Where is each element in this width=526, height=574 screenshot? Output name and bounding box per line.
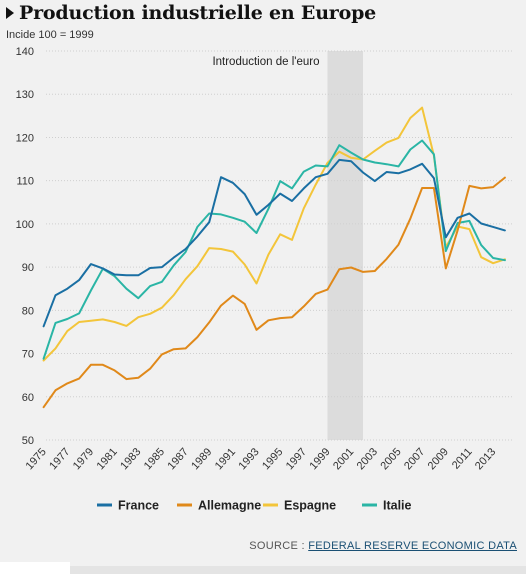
y-tick-label-80: 80	[22, 305, 34, 317]
source-prefix: SOURCE :	[249, 540, 309, 552]
x-tick-label-1975: 1975	[24, 446, 49, 472]
series-line-france	[42, 158, 506, 328]
source-link[interactable]: FEDERAL RESERVE ECONOMIC DATA	[308, 540, 517, 552]
y-tick-label-60: 60	[22, 392, 34, 404]
y-tick-label-110: 110	[16, 176, 34, 188]
y-tick-label-140: 140	[16, 46, 34, 58]
x-tick-label-2007: 2007	[402, 446, 427, 472]
x-tick-label-1997: 1997	[284, 446, 309, 472]
y-tick-label-70: 70	[22, 349, 34, 361]
legend-label-italie: Italie	[383, 499, 412, 513]
y-tick-label-50: 50	[22, 435, 34, 447]
x-tick-label-1993: 1993	[236, 446, 261, 472]
x-tick-label-1985: 1985	[142, 446, 167, 472]
series-line-allemagne	[42, 176, 506, 409]
chart-title: Production industrielle en Europe	[19, 2, 377, 24]
legend-label-allemagne: Allemagne	[198, 499, 261, 513]
x-tick-label-2001: 2001	[331, 446, 356, 472]
title-arrow-icon	[6, 7, 14, 19]
x-tick-label-1999: 1999	[307, 446, 332, 472]
source-note: SOURCE : FEDERAL RESERVE ECONOMIC DATA	[249, 540, 517, 552]
y-tick-label-120: 120	[16, 132, 34, 144]
x-tick-label-2003: 2003	[355, 446, 380, 472]
euro-introduction-band	[327, 51, 363, 440]
title-row: Production industrielle en Europe	[6, 2, 376, 24]
y-tick-label-100: 100	[16, 219, 34, 231]
x-tick-label-1981: 1981	[95, 446, 120, 472]
x-tick-label-2009: 2009	[426, 446, 451, 472]
x-tick-label-1989: 1989	[189, 446, 214, 472]
x-tick-label-1979: 1979	[71, 446, 96, 472]
bottom-strip	[0, 566, 526, 574]
x-tick-label-1987: 1987	[165, 446, 190, 472]
x-tick-label-2013: 2013	[473, 446, 498, 472]
y-tick-label-90: 90	[22, 262, 34, 274]
y-tick-label-130: 130	[16, 89, 34, 101]
legend-label-espagne: Espagne	[284, 499, 336, 513]
x-tick-label-1995: 1995	[260, 446, 285, 472]
series-line-espagne	[42, 106, 506, 362]
x-tick-label-1977: 1977	[47, 446, 72, 472]
series-line-italie	[42, 139, 506, 360]
x-tick-label-1991: 1991	[213, 446, 238, 472]
euro-introduction-label: Introduction de l'euro	[212, 56, 319, 68]
x-tick-label-1983: 1983	[118, 446, 143, 472]
x-tick-label-2011: 2011	[450, 446, 475, 472]
bottom-tab[interactable]	[0, 562, 70, 574]
x-tick-label-2005: 2005	[378, 446, 403, 472]
legend-label-france: France	[118, 499, 159, 513]
chart-subtitle: Incide 100 = 1999	[6, 29, 94, 41]
